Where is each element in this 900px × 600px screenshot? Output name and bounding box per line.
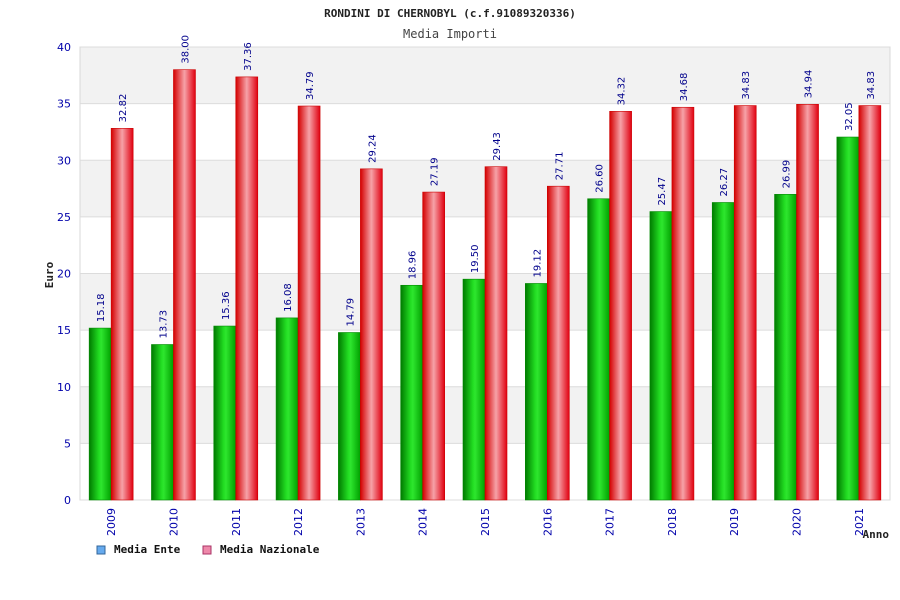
legend-label-media-nazionale: Media Nazionale xyxy=(220,543,320,556)
legend-swatch-media-nazionale xyxy=(202,545,212,555)
bar-media-ente-2019 xyxy=(711,202,735,501)
y-axis-ticks: 0 5 10 15 20 25 30 35 40 xyxy=(57,41,71,507)
value-label-media-ente-2009: 15.18 xyxy=(96,293,107,322)
x-tick-label: 2019 xyxy=(728,508,741,536)
bar-media-nazionale-2019 xyxy=(733,105,757,501)
plot-band xyxy=(80,103,890,161)
value-label-media-nazionale-2019: 34.83 xyxy=(741,71,752,100)
x-axis-ticks: 2009 2010 2011 2012 2013 2014 2015 2016 2017 2018… xyxy=(105,508,866,536)
y-tick-label: 40 xyxy=(57,41,71,54)
value-label-media-ente-2020: 26.99 xyxy=(782,160,793,189)
bar-media-nazionale-2017 xyxy=(609,111,632,501)
value-label-media-ente-2013: 14.79 xyxy=(345,298,356,327)
value-label-media-nazionale-2021: 34.83 xyxy=(866,71,877,100)
y-axis-label: Euro xyxy=(43,261,56,288)
chart-title: RONDINI DI CHERNOBYL (c.f.91089320336) xyxy=(324,7,576,20)
plot-band xyxy=(80,47,890,104)
value-label-media-nazionale-2012: 34.79 xyxy=(305,71,316,100)
bar-media-ente-2020 xyxy=(774,194,797,501)
bar-media-nazionale-2014 xyxy=(422,191,445,501)
bar-media-ente-2014 xyxy=(400,284,423,501)
bar-media-nazionale-2018 xyxy=(671,106,695,501)
value-label-media-nazionale-2017: 34.32 xyxy=(617,77,628,106)
x-tick-label: 2012 xyxy=(292,508,305,536)
value-label-media-nazionale-2011: 37.36 xyxy=(243,42,254,71)
bar-media-ente-2012 xyxy=(275,317,299,501)
x-tick-label: 2014 xyxy=(417,508,430,536)
x-tick-label: 2018 xyxy=(666,508,679,536)
y-tick-label: 30 xyxy=(57,154,71,167)
bar-media-nazionale-2010 xyxy=(173,69,196,501)
bar-media-nazionale-2016 xyxy=(547,185,570,501)
x-tick-label: 2020 xyxy=(791,508,804,536)
x-tick-label: 2011 xyxy=(230,508,243,536)
bar-media-nazionale-2013 xyxy=(360,168,383,501)
x-tick-label: 2021 xyxy=(853,508,866,536)
value-label-media-ente-2010: 13.73 xyxy=(158,310,169,339)
legend-label-media-ente: Media Ente xyxy=(114,543,181,556)
x-tick-label: 2015 xyxy=(479,508,492,536)
value-label-media-ente-2021: 32.05 xyxy=(844,102,855,131)
value-label-media-ente-2015: 19.50 xyxy=(470,245,481,274)
value-label-media-nazionale-2010: 38.00 xyxy=(180,35,191,64)
value-label-media-nazionale-2020: 34.94 xyxy=(804,70,815,99)
bar-media-ente-2010 xyxy=(151,344,174,501)
y-tick-label: 25 xyxy=(57,211,71,224)
value-label-media-ente-2018: 25.47 xyxy=(657,177,668,206)
value-label-media-nazionale-2015: 29.43 xyxy=(492,132,503,161)
value-label-media-ente-2014: 18.96 xyxy=(408,251,419,280)
chart-subtitle: Media Importi xyxy=(403,27,497,41)
bar-media-ente-2009 xyxy=(88,327,112,501)
x-tick-label: 2013 xyxy=(354,508,367,536)
value-label-media-ente-2012: 16.08 xyxy=(283,283,294,312)
bar-media-nazionale-2020 xyxy=(796,104,819,501)
bar-media-nazionale-2011 xyxy=(235,76,259,501)
bar-media-ente-2017 xyxy=(587,198,610,501)
y-tick-label: 15 xyxy=(57,324,71,337)
bar-media-nazionale-2009 xyxy=(110,128,134,501)
x-tick-label: 2010 xyxy=(167,508,180,536)
y-tick-label: 10 xyxy=(57,381,71,394)
x-tick-label: 2016 xyxy=(541,508,554,536)
y-tick-label: 20 xyxy=(57,268,71,281)
value-label-media-nazionale-2013: 29.24 xyxy=(367,134,378,163)
bar-media-nazionale-2015 xyxy=(484,166,508,501)
bar-media-ente-2013 xyxy=(338,332,361,501)
y-tick-label: 5 xyxy=(64,437,71,450)
x-tick-label: 2009 xyxy=(105,508,118,536)
bar-media-ente-2021 xyxy=(836,136,860,501)
value-label-media-ente-2016: 19.12 xyxy=(532,249,543,278)
bar-media-ente-2015 xyxy=(462,278,486,501)
value-label-media-ente-2019: 26.27 xyxy=(719,168,730,197)
value-labels: 15.18 32.82 13.73 38.00 15.36 37.36 16.08 34.79… xyxy=(96,35,877,338)
bar-media-nazionale-2021 xyxy=(858,105,882,501)
value-label-media-ente-2011: 15.36 xyxy=(221,291,232,320)
y-tick-label: 0 xyxy=(64,494,71,507)
bars xyxy=(88,69,882,501)
value-label-media-nazionale-2009: 32.82 xyxy=(118,94,129,123)
y-tick-label: 35 xyxy=(57,98,71,111)
x-tick-label: 2017 xyxy=(604,508,617,536)
bar-media-nazionale-2012 xyxy=(297,105,321,501)
bar-media-ente-2011 xyxy=(213,325,237,501)
value-label-media-nazionale-2016: 27.71 xyxy=(554,152,565,181)
legend: Media Ente Media Nazionale xyxy=(96,543,320,556)
bar-media-ente-2016 xyxy=(525,283,548,501)
value-label-media-nazionale-2014: 27.19 xyxy=(430,157,441,186)
x-axis-label: Anno xyxy=(863,528,890,541)
value-label-media-nazionale-2018: 34.68 xyxy=(679,73,690,102)
value-label-media-ente-2017: 26.60 xyxy=(595,164,606,193)
bar-media-ente-2018 xyxy=(649,211,673,501)
legend-swatch-media-ente xyxy=(96,545,106,555)
